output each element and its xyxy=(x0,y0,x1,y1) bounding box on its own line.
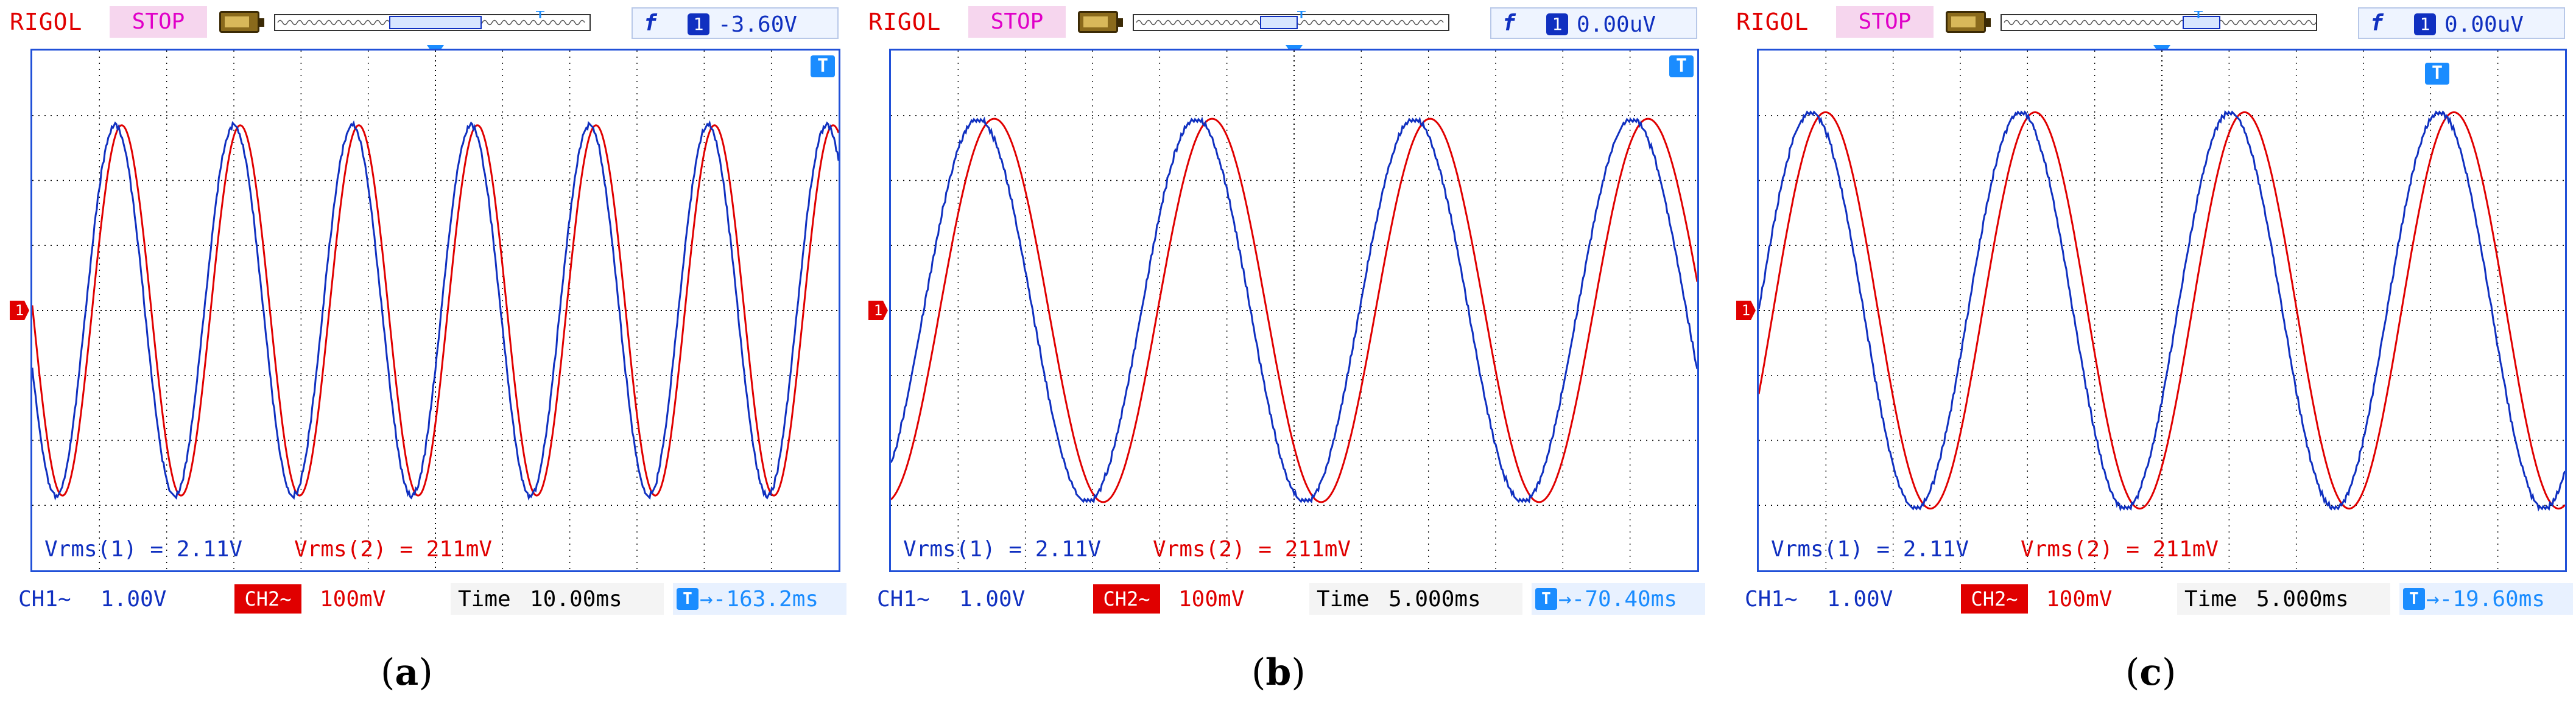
ch1-waveform xyxy=(32,120,839,501)
waveform-display[interactable]: Vrms(1) = 2.11V Vrms(2) = 211mV T xyxy=(1757,49,2567,572)
waveform-display[interactable]: Vrms(1) = 2.11V Vrms(2) = 211mV T xyxy=(30,49,840,572)
time-label: Time xyxy=(458,587,511,612)
trigger-source-badge: 1 xyxy=(2414,13,2436,35)
ch1-volts-per-div: 1.00V xyxy=(100,587,167,612)
trigger-status[interactable]: f 1 0.00uV xyxy=(2358,7,2565,39)
time-per-div: 5.000ms xyxy=(2256,587,2349,612)
ch2-volts-per-div: 100mV xyxy=(1178,587,1245,612)
time-per-div: 10.00ms xyxy=(530,587,622,612)
memory-depth-icon xyxy=(2001,10,2317,34)
trigger-offset-value: →-70.40ms xyxy=(1558,587,1678,612)
trigger-time-marker-icon: T xyxy=(811,55,835,77)
vrms-ch2-measurement: Vrms(2) = 211mV xyxy=(294,537,493,562)
timebase[interactable]: Time 5.000ms xyxy=(1309,583,1522,615)
ch1-volts-per-div: 1.00V xyxy=(1827,587,1893,612)
vrms-ch1-measurement: Vrms(1) = 2.11V xyxy=(1771,537,1969,562)
run-stop-status[interactable]: STOP xyxy=(1836,6,1934,38)
ch2-waveform xyxy=(1759,111,2565,510)
ch1-ground-marker[interactable]: 1 xyxy=(10,301,29,320)
horizontal-offset[interactable]: T →-163.2ms xyxy=(673,583,846,615)
status-bar: RIGOL STOP f 1 0.00uV xyxy=(1733,0,2576,49)
rising-edge-icon: f xyxy=(644,11,657,36)
trigger-status[interactable]: f 1 0.00uV xyxy=(1490,7,1697,39)
ch1-ground-marker[interactable]: 1 xyxy=(1736,301,1756,320)
battery-icon xyxy=(1078,11,1123,33)
vrms-ch1-measurement: Vrms(1) = 2.11V xyxy=(44,537,243,562)
vrms-ch1-measurement: Vrms(1) = 2.11V xyxy=(903,537,1102,562)
memory-depth-icon xyxy=(274,10,591,34)
waveforms xyxy=(891,116,1697,504)
ch2-volts-per-div: 100mV xyxy=(320,587,386,612)
waveforms xyxy=(32,120,839,501)
caption-a: (a) xyxy=(381,651,433,694)
battery-icon xyxy=(1946,11,1991,33)
horizontal-offset[interactable]: T →-19.60ms xyxy=(2399,583,2573,615)
ch2-waveform xyxy=(891,117,1697,503)
ch2-label[interactable]: CH2~ xyxy=(1961,584,2028,614)
ch2-volts-per-div: 100mV xyxy=(2046,587,2113,612)
rising-edge-icon: f xyxy=(2370,11,2384,36)
trigger-offset-icon: T xyxy=(2403,588,2425,610)
waveforms xyxy=(1759,110,2565,512)
trigger-time-marker-icon: T xyxy=(1669,55,1694,77)
status-bar: RIGOL STOP f 1 0.00uV xyxy=(865,0,1708,49)
trigger-source-badge: 1 xyxy=(688,13,709,35)
brand-label: RIGOL xyxy=(1736,9,1809,35)
trigger-offset-value: →-163.2ms xyxy=(700,587,819,612)
trigger-level: 0.00uV xyxy=(2444,12,2524,37)
graticule xyxy=(1759,51,2565,570)
trigger-level: -3.60V xyxy=(718,12,798,37)
ch1-label[interactable]: CH1~ xyxy=(18,587,71,612)
graticule xyxy=(891,51,1697,570)
timebase[interactable]: Time 10.00ms xyxy=(451,583,664,615)
channel-status-bar: CH1~ 1.00V CH2~ 100mV Time 5.000ms T →-1… xyxy=(1733,576,2576,618)
battery-icon xyxy=(219,11,264,33)
vrms-ch2-measurement: Vrms(2) = 211mV xyxy=(2021,537,2219,562)
ch1-ground-marker[interactable]: 1 xyxy=(868,301,888,320)
trigger-source-badge: 1 xyxy=(1546,13,1568,35)
brand-label: RIGOL xyxy=(868,9,941,35)
trigger-offset-icon: T xyxy=(677,588,699,610)
ch1-volts-per-div: 1.00V xyxy=(959,587,1026,612)
ch1-waveform xyxy=(1759,110,2565,512)
time-per-div: 5.000ms xyxy=(1388,587,1481,612)
caption-c: (c) xyxy=(2125,651,2177,694)
ch1-label[interactable]: CH1~ xyxy=(877,587,930,612)
rising-edge-icon: f xyxy=(1502,11,1516,36)
waveform-display[interactable]: Vrms(1) = 2.11V Vrms(2) = 211mV T xyxy=(889,49,1699,572)
trigger-level: 0.00uV xyxy=(1577,12,1656,37)
ch1-waveform xyxy=(891,116,1697,504)
ch2-label[interactable]: CH2~ xyxy=(1093,584,1160,614)
run-stop-status[interactable]: STOP xyxy=(968,6,1066,38)
channel-status-bar: CH1~ 1.00V CH2~ 100mV Time 10.00ms T →-1… xyxy=(6,576,850,618)
vrms-ch2-measurement: Vrms(2) = 211mV xyxy=(1153,537,1351,562)
oscilloscope-panel-a: RIGOL STOP f 1 -3.60V Vrms(1) = 2.11V Vr… xyxy=(6,0,850,636)
oscilloscope-panel-c: RIGOL STOP f 1 0.00uV Vrms(1) = 2.11V Vr… xyxy=(1733,0,2576,636)
status-bar: RIGOL STOP f 1 -3.60V xyxy=(6,0,850,49)
trigger-time-marker-icon: T xyxy=(2425,63,2449,85)
trigger-offset-icon: T xyxy=(1535,588,1557,610)
time-label: Time xyxy=(2184,587,2237,612)
caption-b: (b) xyxy=(1251,651,1306,694)
brand-label: RIGOL xyxy=(10,9,83,35)
channel-status-bar: CH1~ 1.00V CH2~ 100mV Time 5.000ms T →-7… xyxy=(865,576,1708,618)
timebase[interactable]: Time 5.000ms xyxy=(2177,583,2390,615)
ch1-label[interactable]: CH1~ xyxy=(1745,587,1798,612)
time-label: Time xyxy=(1317,587,1370,612)
horizontal-offset[interactable]: T →-70.40ms xyxy=(1532,583,1705,615)
ch2-waveform xyxy=(32,124,839,497)
ch2-label[interactable]: CH2~ xyxy=(234,584,301,614)
trigger-offset-value: →-19.60ms xyxy=(2426,587,2546,612)
trigger-status[interactable]: f 1 -3.60V xyxy=(632,7,839,39)
oscilloscope-panel-b: RIGOL STOP f 1 0.00uV Vrms(1) = 2.11V Vr… xyxy=(865,0,1708,636)
memory-depth-icon xyxy=(1133,10,1449,34)
run-stop-status[interactable]: STOP xyxy=(110,6,207,38)
